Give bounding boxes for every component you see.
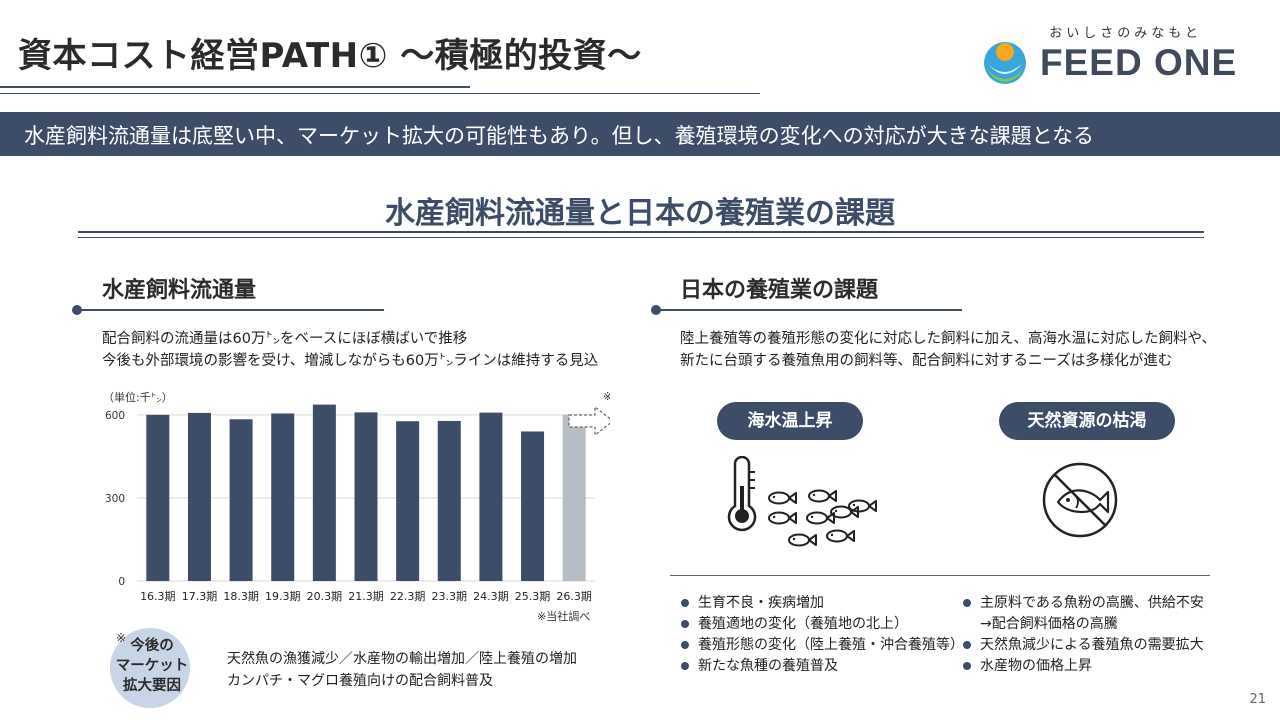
bullet-dot bbox=[681, 641, 689, 649]
bar bbox=[187, 412, 211, 581]
x-tick-label: 25.3期 bbox=[515, 590, 551, 603]
list-item: 養殖適地の変化（養殖地の北上） bbox=[680, 614, 964, 635]
forecast-arrow-icon bbox=[568, 405, 610, 437]
left-desc-line: 今後も外部環境の影響を受け、増減しながらも60万㌧ラインは維持する見込 bbox=[102, 353, 599, 369]
y-ticks: 0 300 600 bbox=[105, 410, 125, 588]
factor-line: カンパチ・マグロ養殖向けの配合飼料普及 bbox=[227, 673, 493, 689]
page-title: 資本コスト経営PATH① ～積極的投資～ bbox=[18, 36, 642, 76]
left-heading: 水産飼料流通量 bbox=[102, 278, 257, 303]
issue-label-resource: 天然資源の枯渇 bbox=[999, 402, 1175, 440]
badge-mark: ※ bbox=[116, 631, 127, 645]
badge-line: 拡大要因 bbox=[123, 678, 181, 694]
badge-line: マーケット bbox=[115, 658, 189, 674]
badge-line: 今後の bbox=[130, 638, 174, 654]
logo-tagline: おいしさのみなもと bbox=[1049, 26, 1202, 41]
title-rule bbox=[0, 86, 470, 88]
source-note: ※当社調べ bbox=[537, 610, 591, 623]
right-desc-line: 新たに台頭する養殖魚用の飼料等、配合飼料に対するニーズは多様化が進む bbox=[680, 353, 1173, 369]
list-item-text: 天然魚減少による養殖魚の需要拡大 bbox=[980, 637, 1204, 653]
x-tick-label: 23.3期 bbox=[432, 590, 468, 603]
bar bbox=[229, 419, 253, 581]
bullet-dot bbox=[681, 599, 689, 607]
x-tick-label: 19.3期 bbox=[265, 590, 301, 603]
badge-label: 今後の マーケット 拡大要因 bbox=[108, 636, 196, 696]
bar bbox=[271, 413, 295, 581]
factor-line: 天然魚の漁獲減少／水産物の輸出増加／陸上養殖の増加 bbox=[227, 651, 577, 667]
bullet-list-sea-temp: 生育不良・疾病増加 養殖適地の変化（養殖地の北上） 養殖形態の変化（陸上養殖・沖… bbox=[680, 593, 964, 677]
right-heading-rule bbox=[656, 309, 962, 311]
right-desc-line: 陸上養殖等の養殖形態の変化に対応した飼料に加え、高海水温に対応した飼料や、 bbox=[680, 331, 1217, 347]
right-description: 陸上養殖等の養殖形態の変化に対応した飼料に加え、高海水温に対応した飼料や、 新た… bbox=[680, 328, 1216, 372]
list-item: 新たな魚種の養殖普及 bbox=[680, 656, 964, 677]
list-item: 天然魚減少による養殖魚の需要拡大 bbox=[962, 635, 1204, 656]
x-tick-label: 20.3期 bbox=[307, 590, 343, 603]
right-heading: 日本の養殖業の課題 bbox=[680, 278, 879, 303]
banner-text: 水産飼料流通量は底堅い中、マーケット拡大の可能性もあり。但し、養殖環境の変化への… bbox=[24, 124, 1094, 148]
list-item-text: 養殖適地の変化（養殖地の北上） bbox=[698, 616, 908, 632]
y-tick-label: 300 bbox=[105, 493, 125, 505]
y-tick-label: 600 bbox=[105, 410, 125, 422]
list-item-text: →配合飼料価格の高騰 bbox=[980, 616, 1118, 632]
bullet-list-resource: 主原料である魚粉の高騰、供給不安 →配合飼料価格の高騰 天然魚減少による養殖魚の… bbox=[962, 593, 1204, 677]
logo-mark-icon bbox=[984, 42, 1026, 84]
bar bbox=[521, 431, 545, 581]
left-heading-rule bbox=[78, 309, 384, 311]
summary-banner: 水産飼料流通量は底堅い中、マーケット拡大の可能性もあり。但し、養殖環境の変化への… bbox=[0, 112, 1280, 156]
left-description: 配合飼料の流通量は60万㌧をベースにほぼ横ばいで推移 今後も外部環境の影響を受け… bbox=[102, 328, 598, 372]
list-item-text: 主原料である魚粉の高騰、供給不安 bbox=[980, 595, 1204, 611]
issue-label-sea-temp: 海水温上昇 bbox=[717, 402, 863, 440]
issues-divider bbox=[670, 575, 1210, 576]
bullet-dot bbox=[963, 662, 971, 670]
x-tick-label: 26.3期 bbox=[556, 590, 592, 603]
company-logo: おいしさのみなもと FEED ONE bbox=[982, 22, 1252, 92]
bullet-dot bbox=[963, 641, 971, 649]
list-item: 養殖形態の変化（陸上養殖・沖合養殖等） bbox=[680, 635, 964, 656]
x-tick-label: 24.3期 bbox=[473, 590, 509, 603]
list-item-continuation: →配合飼料価格の高騰 bbox=[962, 614, 1204, 635]
bar bbox=[312, 404, 336, 581]
fish-school-icon bbox=[768, 489, 877, 547]
x-tick-label: 21.3期 bbox=[348, 590, 384, 603]
section-rule-thin bbox=[78, 237, 1204, 238]
section-rule bbox=[78, 231, 1204, 233]
unit-label: （単位:千㌧） bbox=[103, 390, 173, 404]
list-item: 水産物の価格上昇 bbox=[962, 656, 1204, 677]
title-rule-thin bbox=[0, 93, 760, 94]
bar bbox=[146, 414, 170, 581]
bar-forecast bbox=[562, 414, 586, 581]
forecast-mark: ※ bbox=[603, 390, 610, 403]
list-item-text: 新たな魚種の養殖普及 bbox=[698, 658, 838, 674]
market-factors: 天然魚の漁獲減少／水産物の輸出増加／陸上養殖の増加 カンパチ・マグロ養殖向けの配… bbox=[227, 648, 577, 692]
y-tick-label: 0 bbox=[118, 576, 125, 588]
list-item-text: 水産物の価格上昇 bbox=[980, 658, 1092, 674]
bullet-dot bbox=[681, 662, 689, 670]
bar bbox=[396, 421, 420, 581]
no-fish-icon bbox=[1042, 462, 1118, 538]
list-item-text: 生育不良・疾病増加 bbox=[698, 595, 824, 611]
section-title: 水産飼料流通量と日本の養殖業の課題 bbox=[385, 196, 895, 231]
logo-name: FEED ONE bbox=[1040, 42, 1238, 83]
market-factor-badge bbox=[110, 628, 190, 708]
heading-dot bbox=[72, 305, 82, 315]
page-number: 21 bbox=[1249, 692, 1266, 707]
x-tick-label: 18.3期 bbox=[223, 590, 259, 603]
thermometer-icon bbox=[727, 456, 757, 532]
list-item: 主原料である魚粉の高騰、供給不安 bbox=[962, 593, 1204, 614]
bars bbox=[146, 404, 586, 581]
x-tick-label: 17.3期 bbox=[182, 590, 218, 603]
bar bbox=[354, 412, 378, 581]
bar bbox=[479, 412, 503, 581]
x-tick-label: 16.3期 bbox=[140, 590, 176, 603]
list-item: 生育不良・疾病増加 bbox=[680, 593, 964, 614]
x-tick-label: 22.3期 bbox=[390, 590, 426, 603]
feed-volume-chart: （単位:千㌧） 0 300 600 16.3期 17.3期 18.3期 19.3期 20.3… bbox=[103, 390, 610, 603]
bullet-dot bbox=[681, 620, 689, 628]
x-ticks: 16.3期 17.3期 18.3期 19.3期 20.3期 21.3期 22.3期 23.3期… bbox=[140, 590, 592, 603]
list-item-text: 養殖形態の変化（陸上養殖・沖合養殖等） bbox=[698, 637, 964, 653]
left-desc-line: 配合飼料の流通量は60万㌧をベースにほぼ横ばいで推移 bbox=[102, 331, 468, 347]
bullet-dot bbox=[963, 599, 971, 607]
bar bbox=[437, 420, 461, 581]
